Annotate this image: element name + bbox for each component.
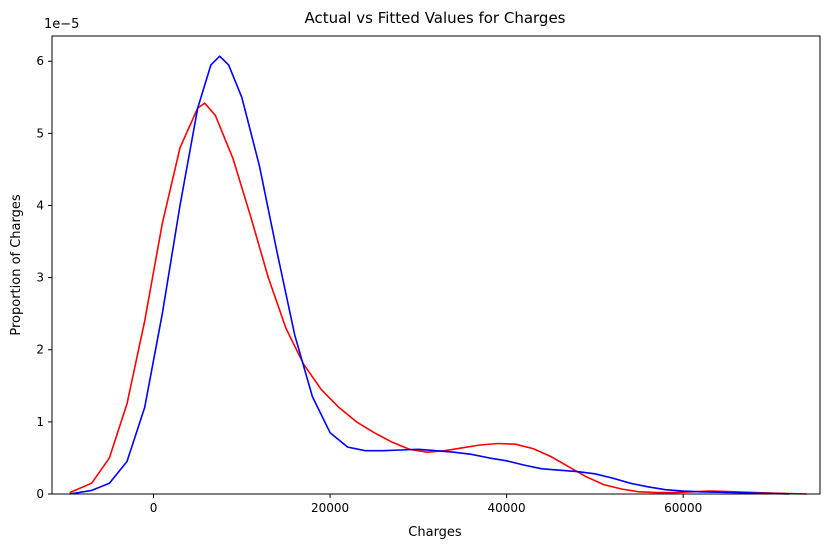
x-axis-label: Charges [408, 525, 462, 540]
x-tick-label: 20000 [311, 501, 349, 515]
x-tick-label: 60000 [664, 501, 702, 515]
y-axis-label: Proportion of Charges [9, 194, 24, 336]
x-tick-label: 40000 [488, 501, 526, 515]
series-line-1 [69, 102, 807, 495]
y-tick-label: 3 [36, 271, 44, 285]
plot-frame [51, 35, 821, 495]
series-layer [69, 55, 807, 495]
y-tick-label: 1 [36, 415, 44, 429]
chart-title: Actual vs Fitted Values for Charges [304, 9, 565, 27]
y-tick-label: 2 [36, 343, 44, 357]
y-scale-label: 1e−5 [44, 17, 79, 32]
x-tick-label: 0 [150, 501, 158, 515]
y-tick-label: 6 [36, 54, 44, 68]
axis-layer: 0 20000 40000 60000 0 1 2 3 4 5 6 [36, 54, 702, 515]
y-tick-label: 5 [36, 126, 44, 140]
y-tick-label: 0 [36, 487, 44, 501]
series-line-2 [69, 55, 790, 495]
y-tick-label: 4 [36, 198, 44, 212]
